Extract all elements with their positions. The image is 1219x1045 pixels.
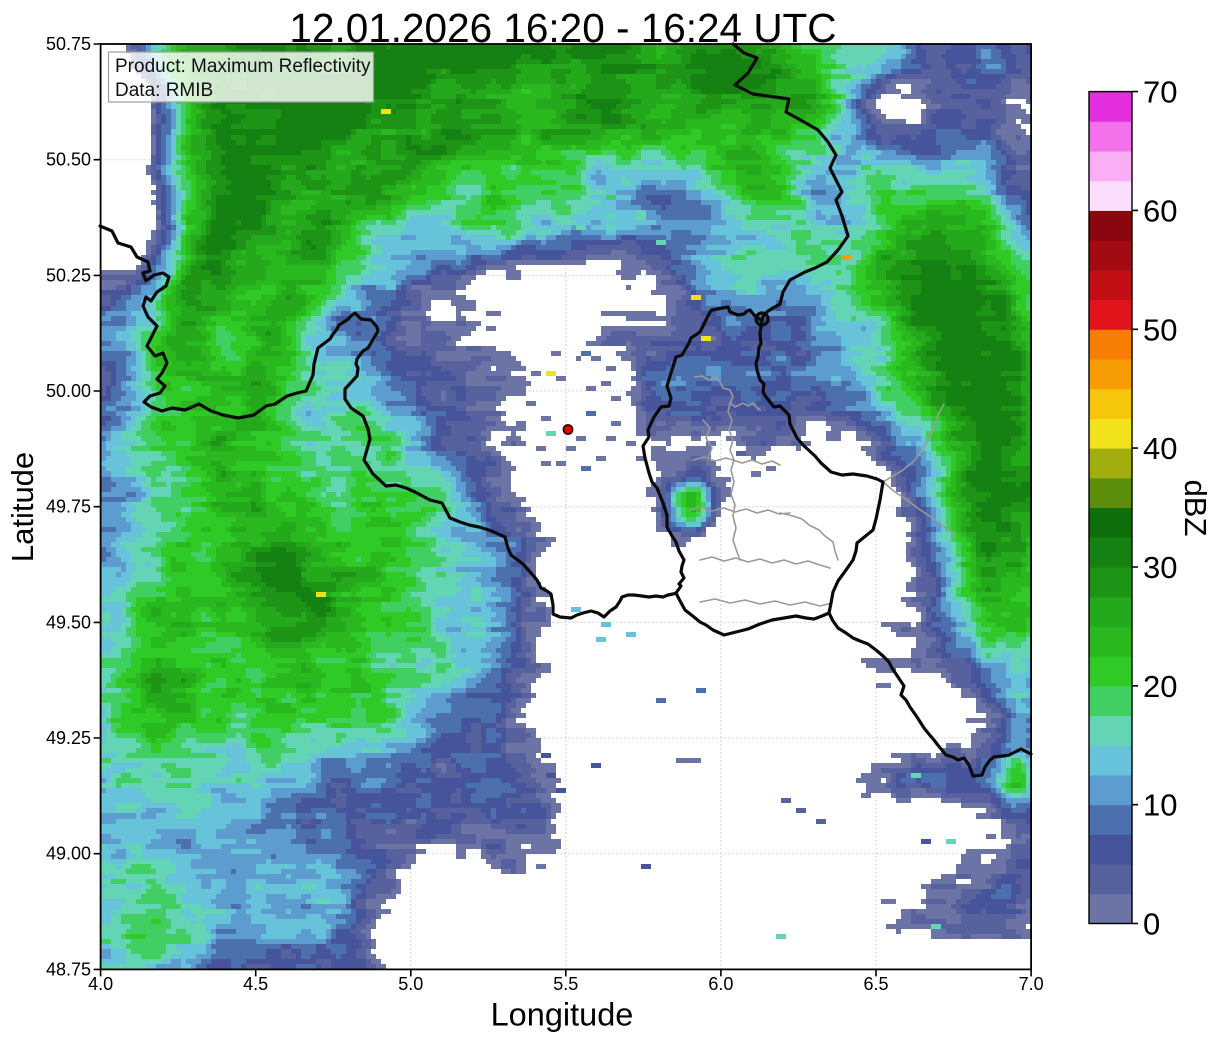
svg-text:50.75: 50.75 [46, 34, 91, 54]
svg-text:50.00: 50.00 [46, 381, 91, 401]
svg-text:49.50: 49.50 [46, 612, 91, 632]
svg-text:30: 30 [1143, 550, 1177, 585]
svg-text:10: 10 [1143, 788, 1177, 823]
svg-text:4.0: 4.0 [88, 974, 113, 994]
svg-text:5.5: 5.5 [553, 974, 578, 994]
svg-text:49.75: 49.75 [46, 497, 91, 517]
svg-text:Longitude: Longitude [491, 997, 634, 1033]
svg-text:50.25: 50.25 [46, 265, 91, 285]
svg-text:6.5: 6.5 [863, 974, 888, 994]
svg-text:70: 70 [1143, 75, 1177, 110]
svg-text:50: 50 [1143, 312, 1177, 347]
svg-text:50.50: 50.50 [46, 150, 91, 170]
svg-text:20: 20 [1143, 669, 1177, 704]
svg-text:5.0: 5.0 [398, 974, 423, 994]
svg-text:Data: RMIB: Data: RMIB [115, 80, 213, 101]
svg-text:4.5: 4.5 [243, 974, 268, 994]
svg-text:49.25: 49.25 [46, 728, 91, 748]
svg-text:dBZ: dBZ [1178, 480, 1213, 537]
svg-text:48.75: 48.75 [46, 959, 91, 979]
svg-text:Latitude: Latitude [5, 452, 40, 562]
svg-text:6.0: 6.0 [708, 974, 733, 994]
svg-text:12.01.2026 16:20 - 16:24 UTC: 12.01.2026 16:20 - 16:24 UTC [289, 5, 836, 51]
svg-text:49.00: 49.00 [46, 844, 91, 864]
svg-text:7.0: 7.0 [1019, 974, 1044, 994]
svg-text:60: 60 [1143, 193, 1177, 228]
svg-text:40: 40 [1143, 431, 1177, 466]
svg-text:Product: Maximum Reflectivity: Product: Maximum Reflectivity [115, 56, 371, 77]
svg-text:0: 0 [1143, 907, 1160, 942]
